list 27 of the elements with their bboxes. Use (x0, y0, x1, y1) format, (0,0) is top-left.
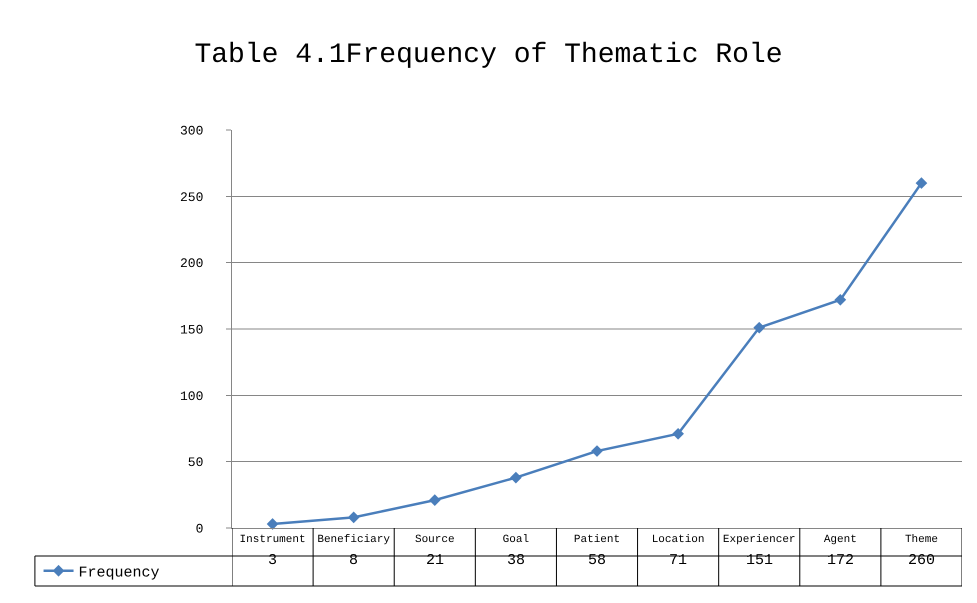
y-tick-label: 200 (180, 256, 204, 272)
y-tick-label: 0 (196, 522, 204, 537)
x-tick-label: Beneficiary (317, 534, 390, 546)
y-tick-label: 50 (188, 455, 204, 470)
point (266, 518, 278, 530)
point (834, 294, 846, 306)
point (753, 322, 766, 334)
x-tick-label: Patient (574, 534, 620, 546)
x-tick-label: Source (414, 534, 455, 546)
legend-label: Frequency (78, 564, 160, 582)
point (348, 512, 360, 524)
point (672, 428, 684, 440)
point (591, 445, 603, 457)
x-tick-label: Location (652, 534, 705, 546)
point (916, 177, 928, 189)
point (510, 472, 522, 484)
x-tick-label: Goal (502, 534, 530, 546)
x-tick-label: Theme (904, 534, 938, 546)
y-tick-label: 150 (180, 322, 204, 338)
y-tick-label: 250 (180, 190, 204, 205)
y-tick-label: 300 (180, 124, 204, 139)
point (428, 494, 441, 506)
x-tick-label: Experiencer (722, 534, 796, 546)
chart-title: Table 4.1Frequency of Thematic Role (194, 40, 783, 71)
x-tick-label: Instrument (240, 534, 306, 546)
y-tick-label: 100 (180, 388, 204, 404)
x-tick-label: Agent (824, 534, 857, 546)
